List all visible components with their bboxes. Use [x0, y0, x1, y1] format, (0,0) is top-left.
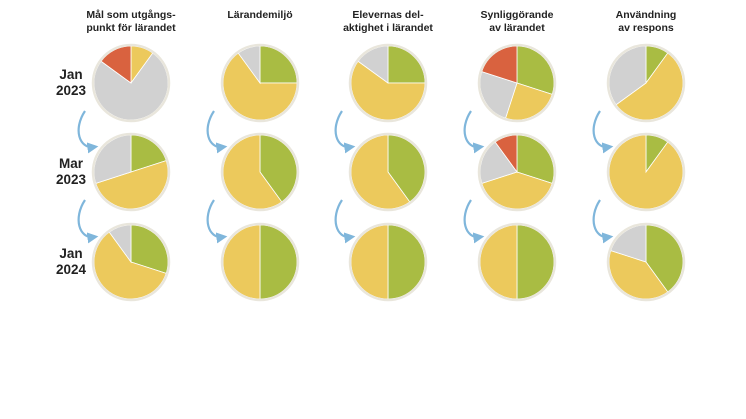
column-title-line: Elevernas del- — [352, 9, 424, 21]
transition-arrow — [592, 110, 614, 154]
row-label-line: 2024 — [56, 262, 87, 277]
row-label: Jan 2023 — [56, 67, 87, 98]
column-title: Mål som utgångs-punkt för lärandet — [86, 9, 176, 34]
pie — [220, 132, 300, 212]
pie — [606, 43, 686, 123]
pie-outline — [477, 132, 557, 212]
pie-outline — [606, 132, 686, 212]
row-label: Mar 2023 — [56, 156, 87, 187]
pie-outline — [220, 132, 300, 212]
pie-slice-yellow — [350, 224, 389, 300]
pie — [91, 132, 171, 212]
column-title-line: av respons — [618, 22, 674, 34]
column-title: Lärandemiljö — [227, 9, 292, 21]
pie-outline — [348, 132, 428, 212]
pie-slice-yellow — [222, 224, 261, 300]
pie-outline — [477, 43, 557, 123]
column-title: Användning av respons — [616, 9, 677, 34]
pie-outline — [220, 43, 300, 123]
pie-slice-green — [387, 224, 426, 300]
pie-outline — [348, 222, 428, 302]
pie-outline — [348, 43, 428, 123]
pie-outline — [606, 43, 686, 123]
transition-arrow — [77, 110, 99, 154]
pie-slice-green — [387, 45, 426, 84]
transition-arrow — [463, 199, 485, 244]
pie — [477, 43, 557, 123]
pie — [220, 222, 300, 302]
column-titles: Mål som utgångs-punkt för lärandet Lärand… — [86, 9, 676, 34]
row-label-line: 2023 — [56, 83, 87, 98]
column-title: Elevernas del-aktighet i lärandet — [343, 9, 433, 34]
row-label: Jan 2024 — [56, 246, 87, 277]
pie — [348, 132, 428, 212]
pie — [91, 43, 171, 123]
pie — [477, 132, 557, 212]
transition-arrow — [206, 110, 228, 154]
column-title-line: Användning — [616, 9, 677, 21]
column-title-line: punkt för lärandet — [86, 22, 176, 34]
pies — [91, 43, 686, 302]
transition-arrow — [463, 110, 485, 154]
pie-slice-green — [516, 224, 555, 300]
column-title-line: Mål som utgångs- — [86, 9, 176, 21]
column-title-line: Synliggörande — [481, 9, 554, 21]
pie-slice-green — [259, 224, 298, 300]
pie-outline — [91, 222, 171, 302]
pie — [348, 43, 428, 123]
pie-outline — [91, 132, 171, 212]
pie-slice-yellow — [608, 134, 684, 210]
row-label-line: Mar — [59, 156, 84, 171]
row-label-line: Jan — [59, 67, 82, 82]
transition-arrow — [334, 110, 356, 154]
transition-arrow — [206, 199, 228, 244]
pie-outline — [606, 222, 686, 302]
row-label-line: 2023 — [56, 172, 87, 187]
pie — [91, 222, 171, 302]
pie-outline — [91, 43, 171, 123]
column-title-line: aktighet i lärandet — [343, 22, 433, 34]
row-label-line: Jan — [59, 246, 82, 261]
transition-arrow — [77, 199, 99, 244]
column-title-line: Lärandemiljö — [227, 9, 292, 21]
pie-outline — [220, 222, 300, 302]
pie-outline — [477, 222, 557, 302]
pie-slice-green — [259, 45, 298, 84]
transition-arrows — [77, 110, 614, 244]
transition-arrow — [334, 199, 356, 244]
column-title: Synliggörande av lärandet — [481, 9, 554, 34]
pie — [220, 43, 300, 123]
pie — [606, 132, 686, 212]
pie — [606, 222, 686, 302]
pie-slice-yellow — [479, 224, 518, 300]
column-title-line: av lärandet — [489, 22, 545, 34]
pie — [477, 222, 557, 302]
transition-arrow — [592, 199, 614, 244]
pie — [348, 222, 428, 302]
